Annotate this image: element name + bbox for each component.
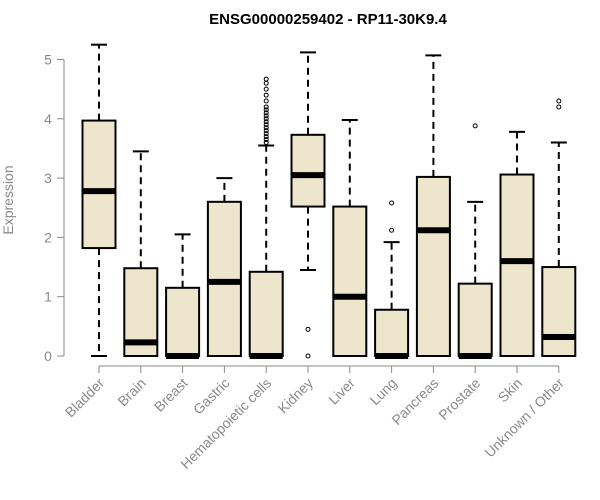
x-tick-label: Prostate: [435, 375, 483, 423]
outlier-point: [263, 137, 269, 143]
x-tick-label: Unknown / Other: [481, 375, 567, 461]
box-body: [165, 286, 201, 357]
outlier-point: [305, 326, 311, 332]
outlier-point: [263, 76, 269, 82]
box-kidney: [290, 51, 326, 359]
outlier-point: [389, 200, 395, 206]
outlier-point: [263, 80, 269, 86]
outlier-point: [263, 98, 269, 104]
outlier-point: [263, 128, 269, 134]
y-tick-label: 1: [44, 289, 52, 305]
box-body: [332, 205, 368, 357]
outlier-point: [263, 122, 269, 128]
outlier-point: [263, 140, 269, 146]
box-bladder: [81, 43, 117, 357]
outlier-point: [263, 107, 269, 113]
outlier-point: [263, 131, 269, 137]
box-breast: [165, 233, 201, 359]
box-body: [415, 175, 451, 357]
outlier-point: [263, 116, 269, 122]
x-tick-label: Lung: [366, 375, 399, 408]
box-body: [81, 119, 117, 250]
box-body: [290, 133, 326, 208]
y-tick-label: 3: [44, 170, 52, 186]
box-body: [374, 308, 410, 358]
x-tick-label: Bladder: [62, 375, 108, 421]
y-tick-label: 2: [44, 229, 52, 245]
outlier-point: [263, 125, 269, 131]
box-body: [457, 282, 493, 357]
box-liver: [332, 118, 368, 357]
y-axis: 0 1 2 3 4 5: [44, 52, 65, 364]
outlier-point: [263, 119, 269, 125]
box-pancreas: [415, 54, 451, 357]
outlier-point: [263, 86, 269, 92]
outlier-point: [389, 227, 395, 233]
x-tick-label: Kidney: [275, 375, 317, 417]
box-lung: [374, 200, 410, 359]
box-series: [81, 43, 577, 359]
outlier-point: [263, 104, 269, 110]
y-tick-label: 5: [44, 52, 52, 68]
outlier-point: [472, 123, 478, 129]
y-tick-label: 4: [44, 111, 52, 127]
box-gastric: [206, 177, 242, 357]
outlier-point: [263, 110, 269, 116]
outlier-point: [556, 98, 562, 104]
x-tick-label: Breast: [151, 375, 191, 415]
y-tick-label: 0: [44, 348, 52, 364]
box-brain: [123, 150, 159, 357]
chart-title: ENSG00000259402 - RP11-30K9.4: [209, 11, 447, 28]
box-body: [499, 173, 535, 357]
y-axis-label: Expression: [0, 165, 16, 234]
outlier-point: [263, 113, 269, 119]
x-tick-label: Skin: [495, 375, 526, 406]
outlier-point: [263, 92, 269, 98]
box-body: [248, 270, 284, 358]
box-skin: [499, 130, 535, 357]
x-tick-label: Liver: [325, 375, 358, 408]
outlier-point: [263, 134, 269, 140]
box-unknown-other: [541, 98, 577, 357]
outlier-point: [556, 104, 562, 110]
box-body: [541, 266, 577, 357]
x-tick-label: Brain: [114, 375, 148, 409]
outlier-point: [305, 353, 311, 359]
box-prostate: [457, 123, 493, 359]
box-hematopoietic-cells: [248, 76, 284, 359]
